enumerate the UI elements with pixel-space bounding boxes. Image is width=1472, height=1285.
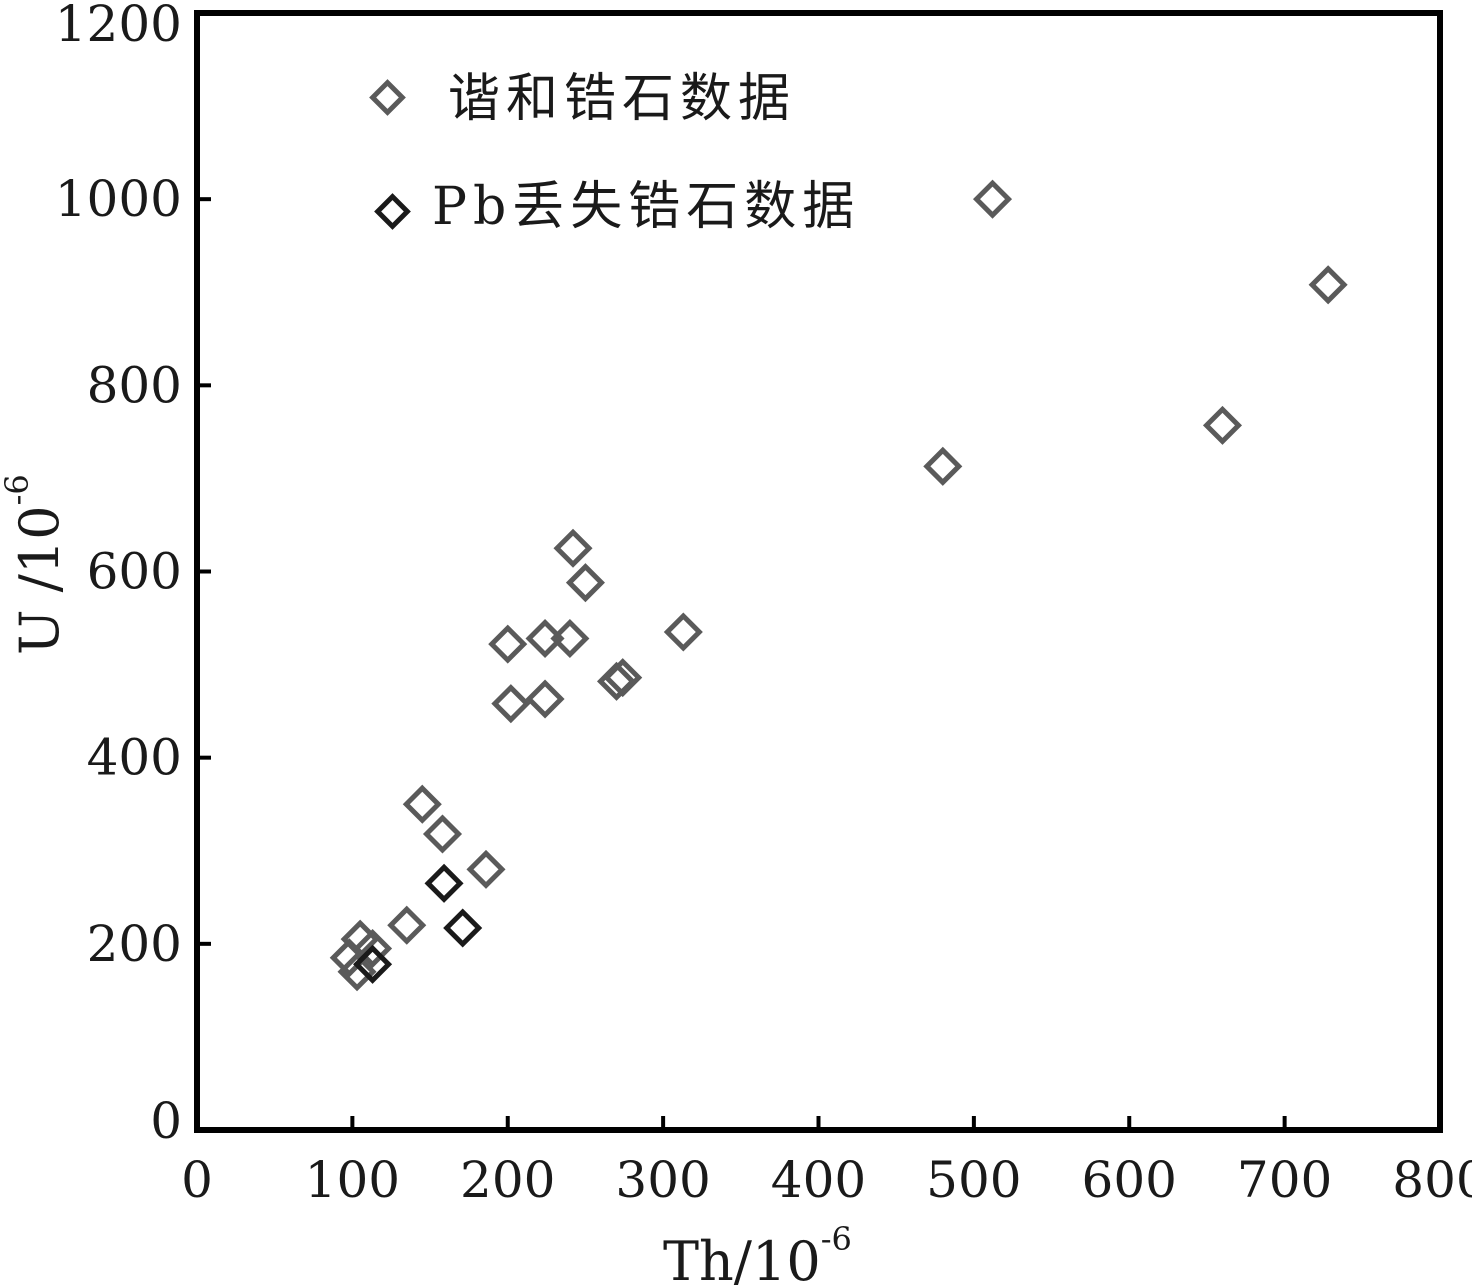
legend: 谐和锆石数据 Pb丢失锆石数据 [369, 69, 860, 237]
data-point-pb-loss [443, 908, 483, 948]
data-point-concordant [387, 905, 427, 945]
y-tick-label: 200 [87, 915, 182, 973]
data-point-concordant [565, 563, 605, 603]
data-point-concordant [923, 446, 963, 486]
y-tick-label: 600 [87, 543, 182, 601]
data-point-concordant [491, 684, 531, 724]
y-tick-label: 1200 [55, 0, 182, 53]
x-tick-label: 300 [615, 1151, 710, 1209]
x-tick-label: 100 [305, 1151, 400, 1209]
x-axis-label-sup: -6 [821, 1220, 852, 1258]
y-axis-label-text: U /10 [8, 505, 71, 655]
x-tick-label: 500 [926, 1151, 1021, 1209]
x-axis-ticks: 0 100 200 300 400 500 600 700 800 [181, 1116, 1472, 1209]
data-point-concordant [550, 618, 590, 659]
y-axis-ticks: 0 200 400 600 800 1000 1200 [55, 0, 211, 1150]
data-point-concordant [353, 928, 393, 969]
data-point-concordant [553, 528, 593, 568]
data-point-concordant [972, 179, 1013, 219]
x-axis-label-text: Th/10 [663, 1230, 821, 1285]
y-tick-label: 800 [87, 356, 182, 414]
data-point-pb-loss [424, 863, 464, 903]
data-point-concordant [337, 952, 377, 992]
legend-label-concordant: 谐和锆石数据 [448, 69, 796, 129]
legend-label-pb-loss: Pb丢失锆石数据 [432, 177, 860, 237]
x-tick-label: 200 [460, 1151, 555, 1209]
data-point-concordant [663, 612, 703, 652]
data-markers [329, 179, 1348, 992]
y-axis-label-sup: -6 [0, 474, 36, 505]
x-tick-label: 800 [1392, 1151, 1472, 1209]
x-tick-label: 700 [1237, 1151, 1332, 1209]
data-point-concordant [488, 624, 528, 664]
data-point-concordant [603, 658, 643, 698]
data-point-concordant [1308, 265, 1348, 305]
legend-marker-pb-loss [374, 193, 411, 230]
x-tick-label: 400 [771, 1151, 866, 1209]
y-axis-label: U /10-6 [0, 474, 71, 655]
data-point-concordant [422, 814, 463, 854]
data-point-concordant [466, 849, 506, 889]
x-tick-label: 600 [1082, 1151, 1177, 1209]
legend-marker-concordant [369, 79, 406, 116]
x-axis-label: Th/10-6 [663, 1220, 852, 1285]
y-tick-label: 400 [87, 729, 182, 787]
data-point-pb-loss [353, 944, 393, 984]
y-tick-label: 1000 [55, 170, 182, 228]
data-point-concordant [402, 784, 442, 824]
data-point-concordant [525, 679, 565, 719]
x-tick-label: 0 [181, 1151, 213, 1209]
data-point-concordant [1202, 405, 1243, 445]
y-tick-label: 0 [150, 1092, 182, 1150]
